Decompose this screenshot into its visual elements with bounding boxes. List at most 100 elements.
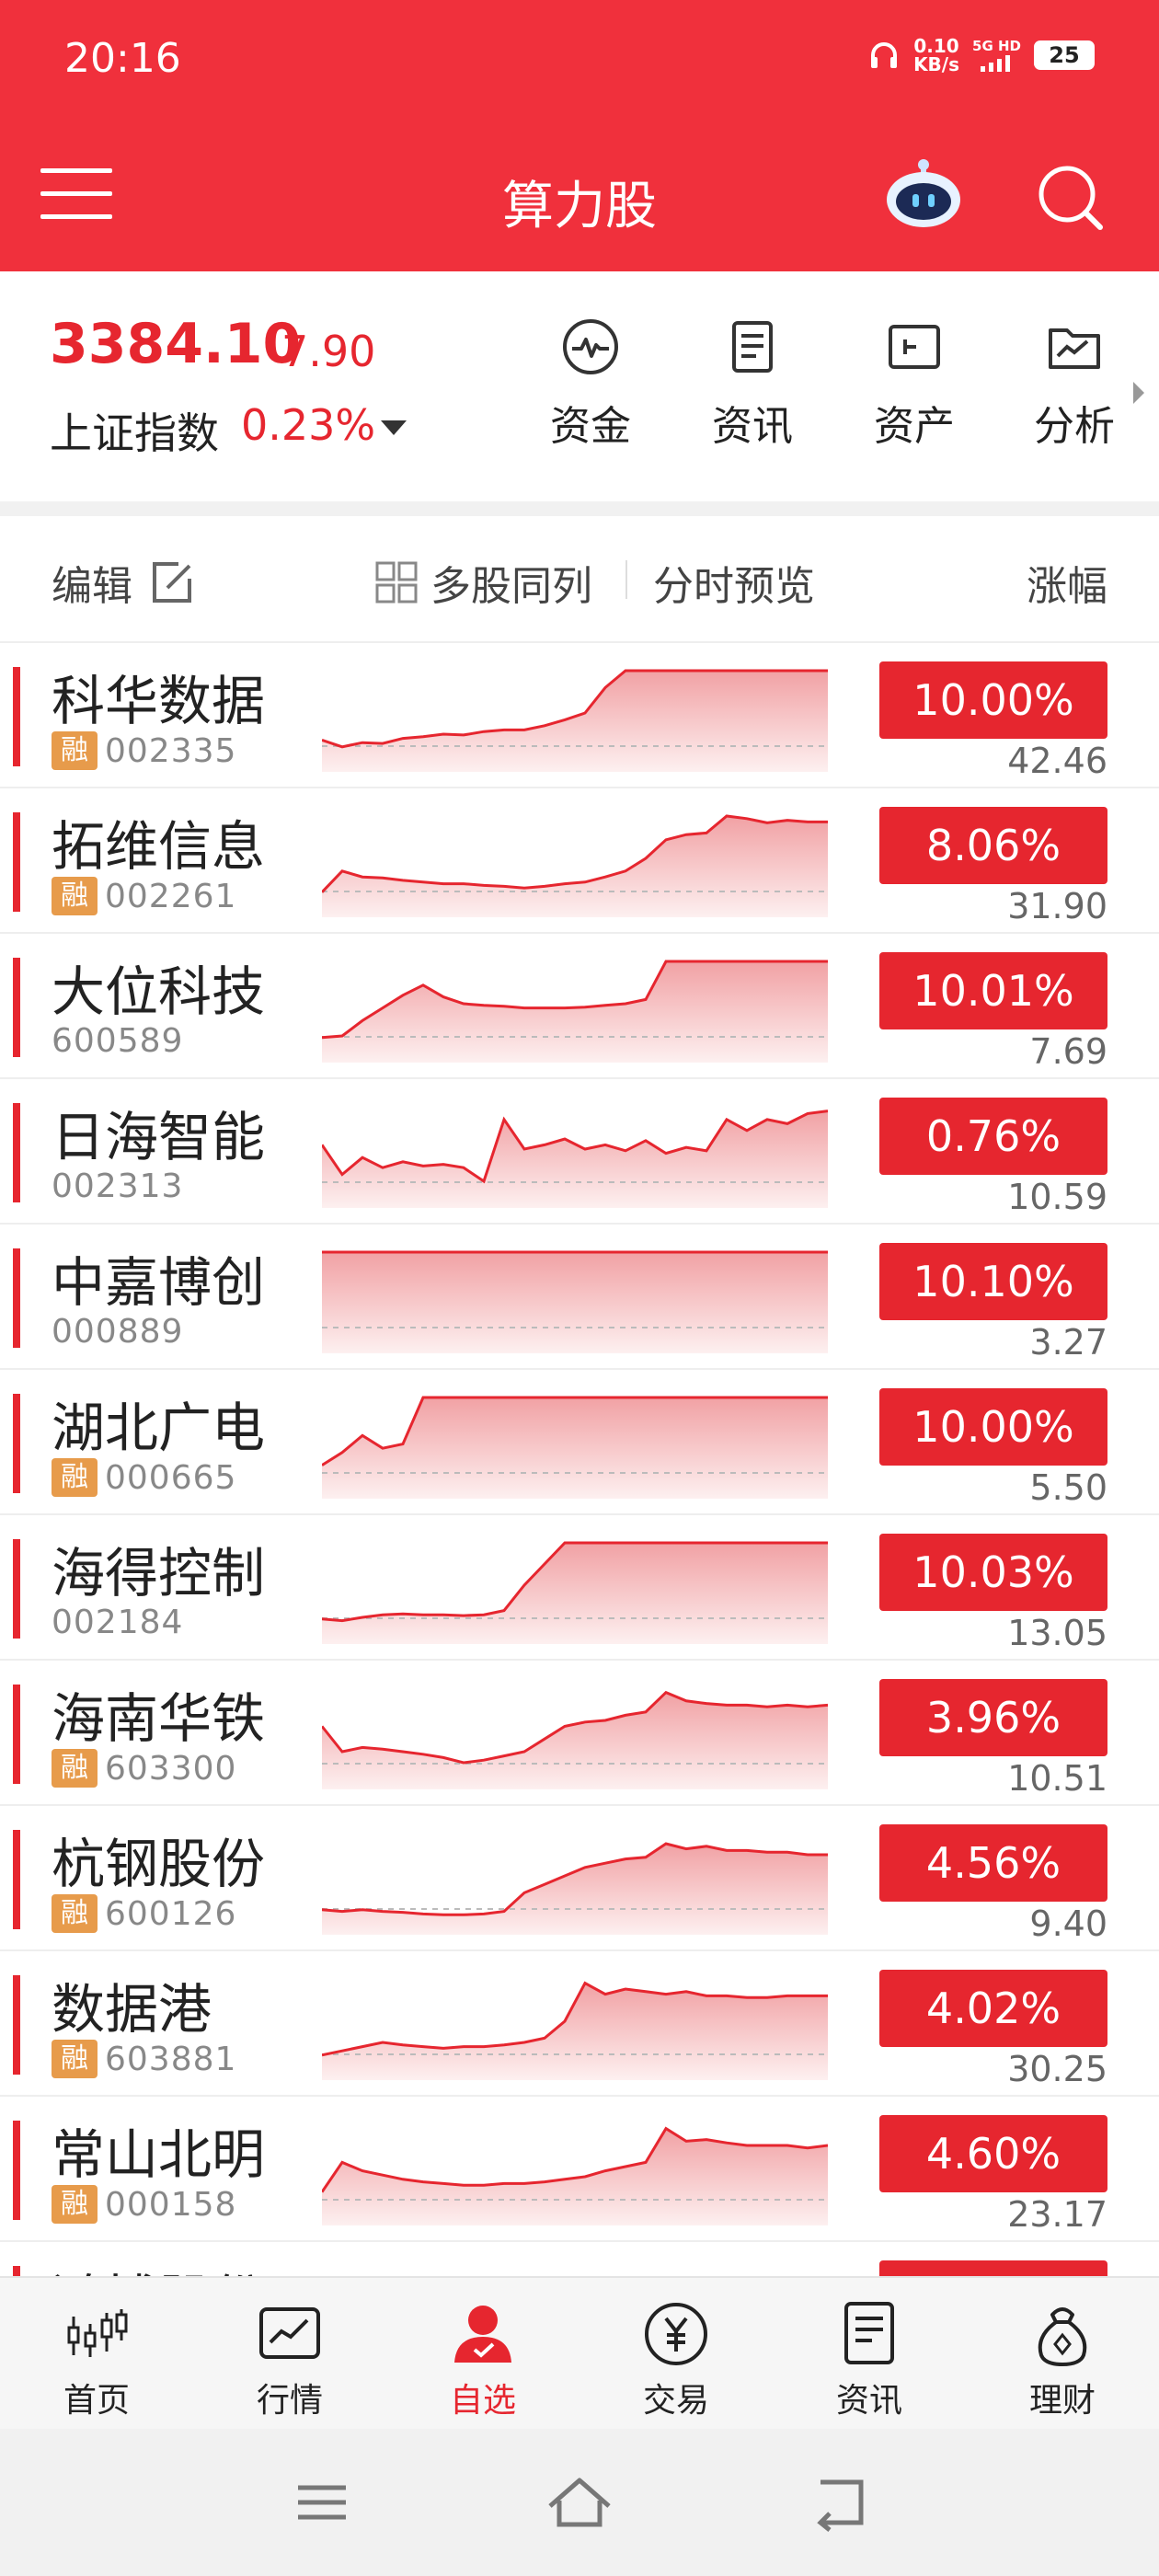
row-accent-bar [13, 1685, 20, 1784]
change-percent-badge[interactable]: 10.10% [879, 1243, 1107, 1320]
edit-button[interactable]: 编辑 [52, 553, 195, 612]
intraday-sparkline [322, 1981, 828, 2080]
line-chart-icon [259, 2307, 320, 2359]
back-nav-icon[interactable] [800, 2473, 874, 2532]
row-accent-bar [13, 1975, 20, 2075]
sort-by-change-button[interactable]: 涨幅 [1027, 563, 1107, 610]
network-type: 5G HD [972, 38, 1021, 54]
toolbar-divider [625, 560, 627, 599]
tab-home-label: 首页 [63, 2382, 130, 2420]
stock-row[interactable]: 鸿博股份0022295.12%12.34 [0, 2242, 1159, 2276]
stock-row[interactable]: 拓维信息融 002261 8.06% 31.90 [0, 788, 1159, 934]
list-toolbar: 编辑 多股同列 分时预览 涨幅 [0, 516, 1159, 643]
change-percent-badge[interactable]: 4.60% [879, 2115, 1107, 2192]
stock-row[interactable]: 杭钢股份融 600126 4.56% 9.40 [0, 1806, 1159, 1951]
row-accent-bar [13, 1103, 20, 1202]
change-percent-badge[interactable]: 5.12% [879, 2260, 1107, 2276]
sparkline-line [322, 1396, 828, 1466]
stock-name: 拓维信息 [52, 815, 266, 878]
change-percent-badge[interactable]: 3.96% [879, 1679, 1107, 1756]
multi-stock-button[interactable]: 多股同列 [373, 553, 592, 612]
intraday-sparkline [322, 2262, 828, 2276]
menu-icon[interactable] [40, 168, 112, 220]
document-icon [732, 321, 773, 373]
sparkline-area [322, 671, 828, 772]
tab-market[interactable]: 行情 [212, 2300, 368, 2421]
margin-badge: 融 [52, 2185, 98, 2224]
quick-analysis[interactable]: 分析 [1019, 317, 1130, 452]
tab-watchlist-label: 自选 [449, 2382, 516, 2420]
tab-wealth[interactable]: 理财 [984, 2300, 1141, 2421]
change-percent-badge[interactable]: 4.56% [879, 1824, 1107, 1902]
sparkline-line [322, 1981, 828, 2057]
quick-assets[interactable]: 资产 [859, 317, 970, 452]
stock-row[interactable]: 科华数据融 002335 10.00% 42.46 [0, 643, 1159, 788]
stock-row[interactable]: 大位科技 600589 10.01% 7.69 [0, 934, 1159, 1079]
index-change: 7.90 [281, 327, 376, 376]
stock-row[interactable]: 中嘉博创 000889 10.10% 3.27 [0, 1225, 1159, 1370]
stock-code: 002313 [52, 1167, 184, 1205]
headphone-icon [871, 42, 898, 68]
stock-row[interactable]: 日海智能 002313 0.76% 10.59 [0, 1079, 1159, 1225]
signal-group: 5G HD [972, 39, 1021, 72]
margin-badge: 融 [52, 731, 98, 770]
stock-name: 海得控制 [52, 1542, 266, 1604]
pulse-icon [563, 319, 618, 374]
stock-code: 002184 [52, 1604, 184, 1641]
row-accent-bar [13, 812, 20, 912]
stock-row[interactable]: 海得控制 002184 10.03% 13.05 [0, 1515, 1159, 1661]
stock-row[interactable]: 数据港融 603881 4.02% 30.25 [0, 1951, 1159, 2097]
row-accent-bar [13, 2266, 20, 2276]
news-icon [844, 2302, 894, 2364]
index-name: 上证指数 [50, 408, 219, 458]
sparkline-area [322, 1983, 828, 2080]
stock-row[interactable]: 常山北明融 000158 4.60% 23.17 [0, 2097, 1159, 2242]
quick-news[interactable]: 资讯 [697, 317, 808, 452]
change-percent-badge[interactable]: 10.03% [879, 1534, 1107, 1611]
quick-assets-label: 资产 [874, 403, 955, 450]
sparkline-line [322, 1842, 828, 1916]
section-divider [0, 501, 1159, 516]
sparkline-area [322, 2128, 828, 2225]
change-percent-badge[interactable]: 10.00% [879, 661, 1107, 739]
stock-name: 科华数据 [52, 670, 266, 732]
tab-home[interactable]: 首页 [18, 2300, 175, 2421]
status-time: 20:16 [64, 35, 181, 82]
stock-row[interactable]: 海南华铁融 603300 3.96% 10.51 [0, 1661, 1159, 1806]
battery-indicator: 25 [1034, 40, 1095, 70]
recent-apps-icon[interactable] [285, 2473, 359, 2532]
stock-code: 603300 [105, 1749, 237, 1788]
change-percent-badge[interactable]: 10.01% [879, 952, 1107, 1029]
change-percent-badge[interactable]: 4.02% [879, 1970, 1107, 2047]
margin-badge: 融 [52, 1458, 98, 1497]
tab-news[interactable]: 资讯 [791, 2300, 947, 2421]
sparkline-area [322, 1844, 828, 1935]
sparkline-line [322, 1541, 828, 1623]
scroll-right-arrow-icon[interactable] [1133, 382, 1144, 404]
index-summary[interactable]: 3384.10 7.90 上证指数 0.23% 资金 资讯 资产 分析 [0, 271, 1159, 501]
tab-market-label: 行情 [256, 2382, 323, 2420]
change-percent-badge[interactable]: 10.00% [879, 1388, 1107, 1466]
change-percent-badge[interactable]: 0.76% [879, 1098, 1107, 1175]
tab-wealth-label: 理财 [1028, 2382, 1096, 2420]
stock-name: 常山北明 [52, 2123, 266, 2186]
index-dropdown-caret-icon[interactable] [381, 420, 407, 435]
robot-assistant-icon[interactable] [885, 155, 962, 233]
quick-funds[interactable]: 资金 [535, 317, 646, 452]
change-percent-badge[interactable]: 8.06% [879, 807, 1107, 884]
sparkline-line [322, 2126, 828, 2193]
search-icon[interactable] [1034, 161, 1106, 233]
tab-trade[interactable]: 交易 [598, 2300, 754, 2421]
stock-name: 湖北广电 [52, 1397, 266, 1459]
tab-watchlist[interactable]: 自选 [405, 2300, 561, 2421]
intraday-preview-button[interactable]: 分时预览 [653, 563, 815, 610]
sparkline-area [322, 1110, 828, 1208]
quick-funds-label: 资金 [550, 403, 631, 450]
sparkline-line [322, 1110, 828, 1184]
stock-row[interactable]: 湖北广电融 000665 10.00% 5.50 [0, 1370, 1159, 1515]
page-title: 算力股 [502, 177, 657, 236]
home-nav-icon[interactable] [543, 2473, 616, 2532]
stock-list[interactable]: 科华数据融 002335 10.00% 42.46 拓维信息融 002261 8.06% 31… [0, 643, 1159, 2276]
row-accent-bar [13, 667, 20, 766]
